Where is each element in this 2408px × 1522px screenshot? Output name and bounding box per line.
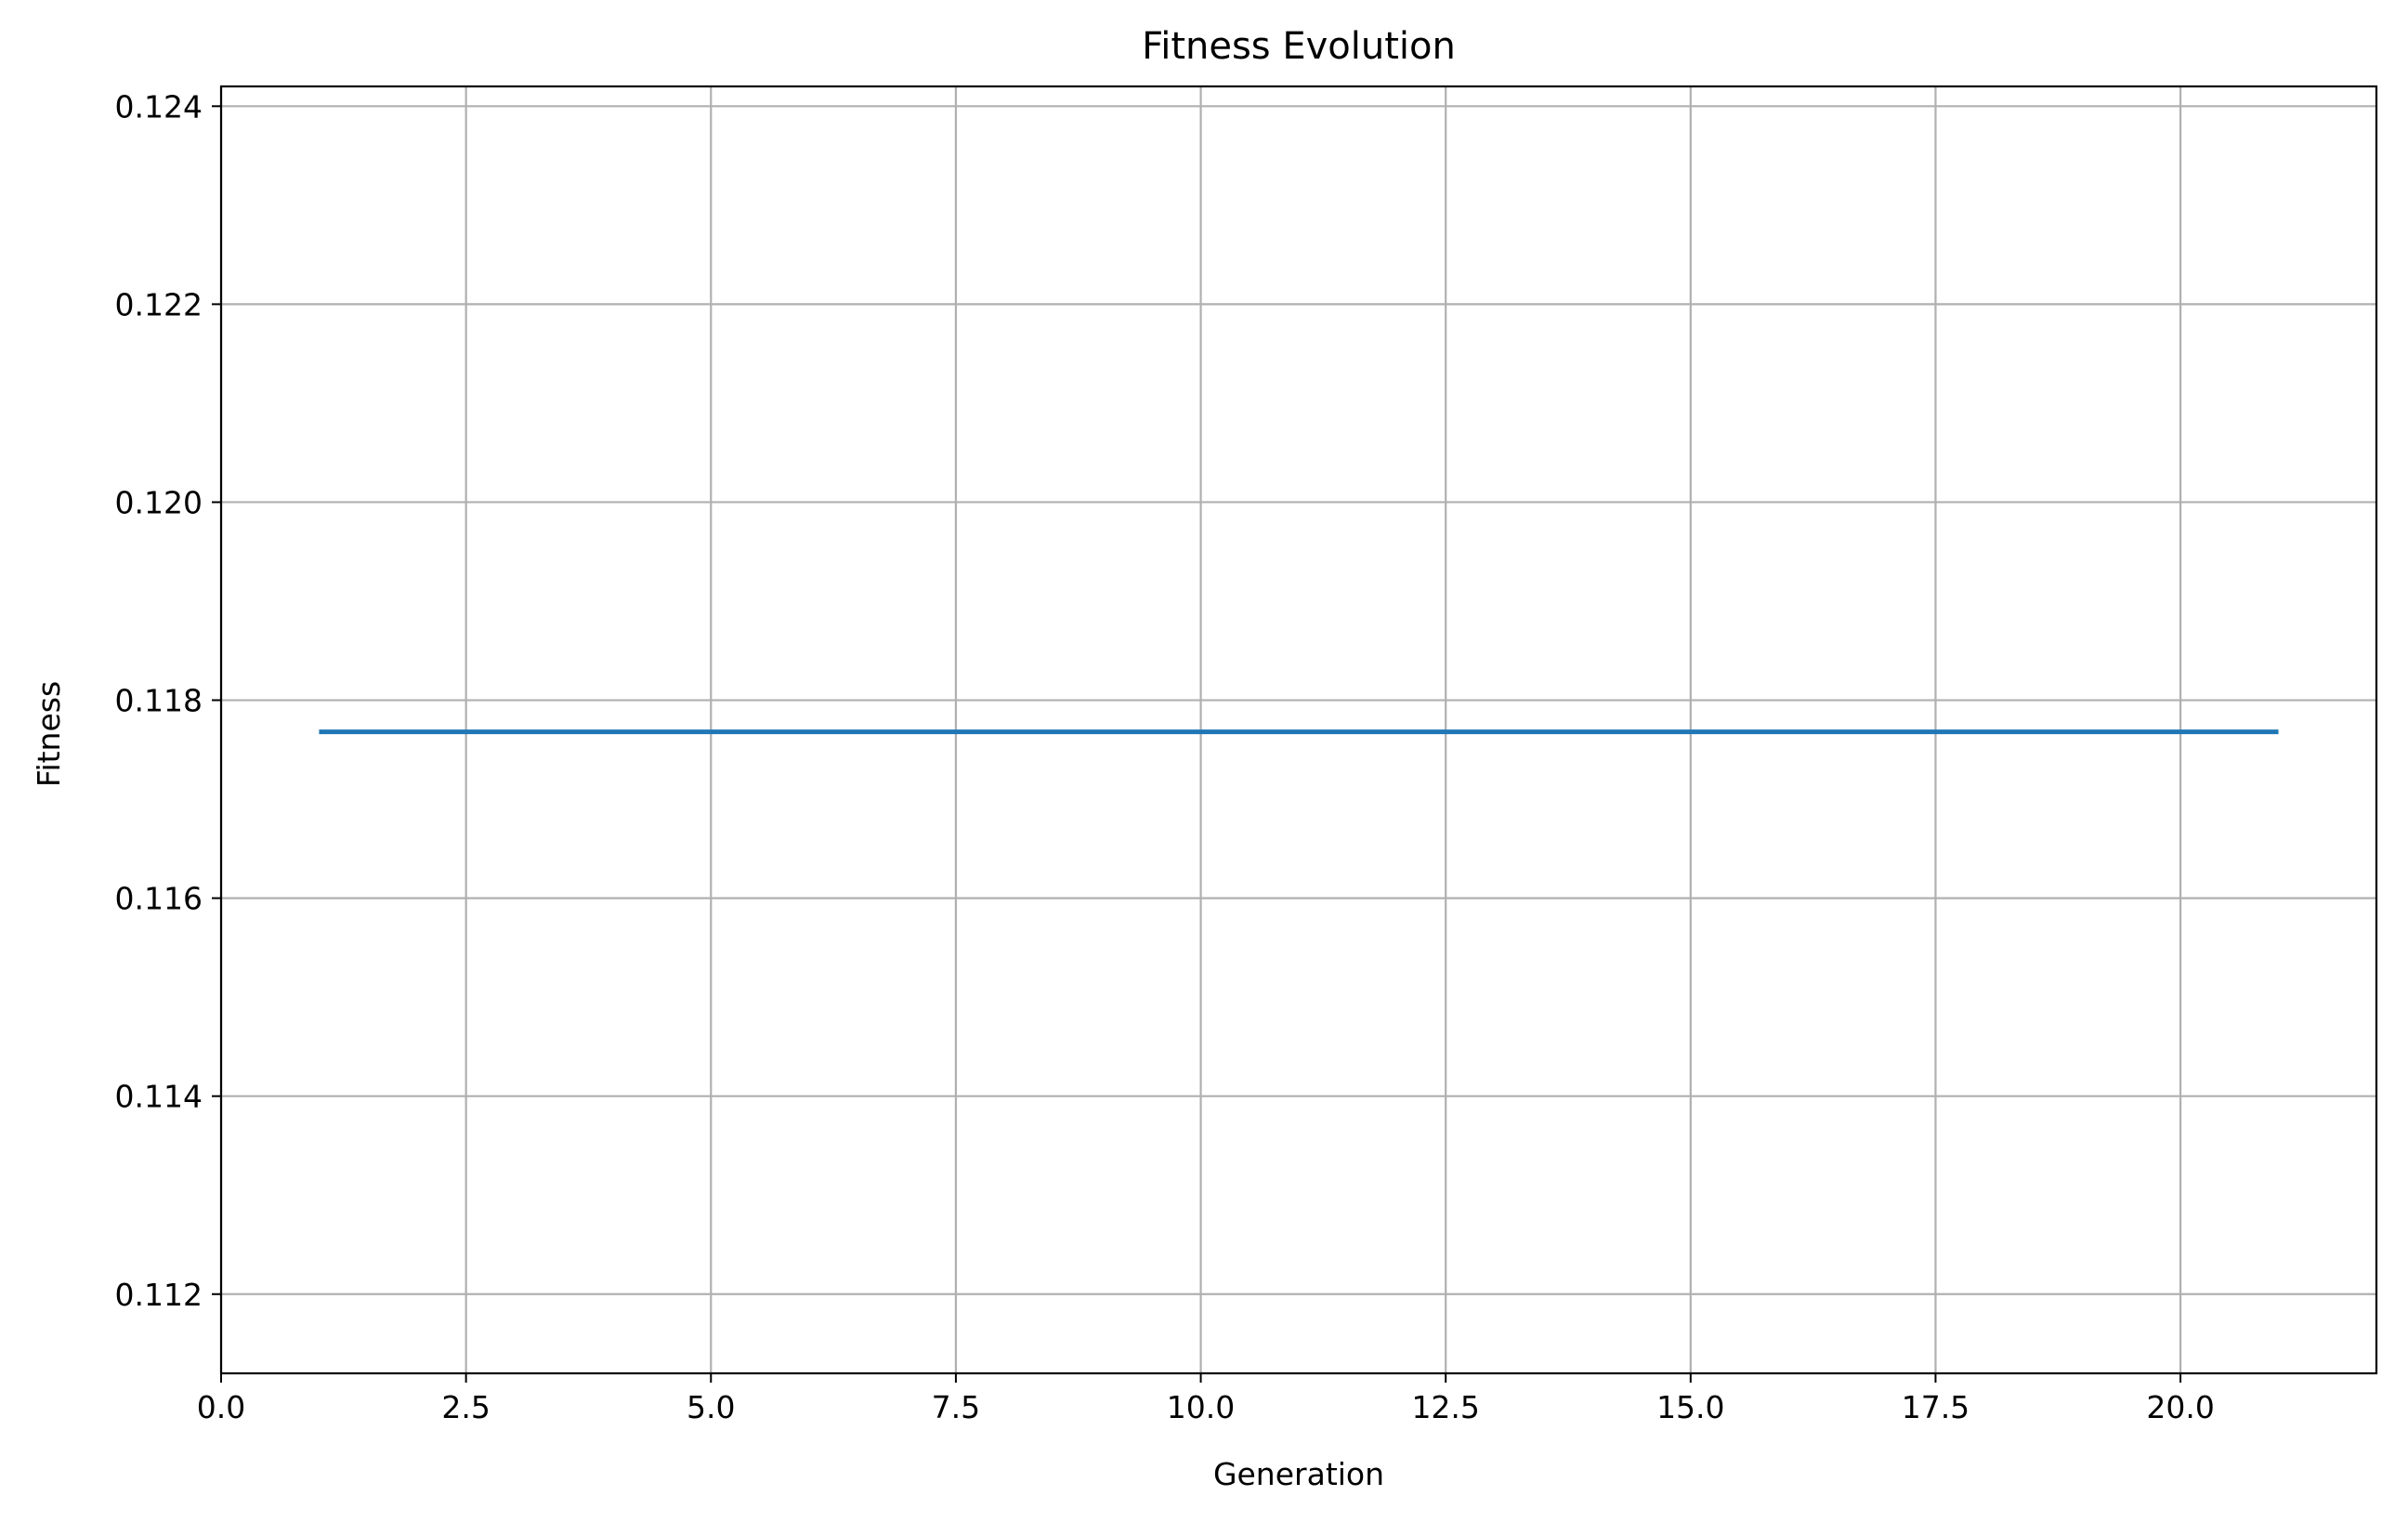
chart-title: Fitness Evolution bbox=[1142, 25, 1456, 68]
y-tick-label: 0.124 bbox=[115, 88, 203, 125]
x-tick-label: 0.0 bbox=[197, 1389, 245, 1425]
y-axis-ticks: 0.112 0.114 0.116 0.118 0.120 0.122 0.124 bbox=[115, 88, 221, 1313]
y-axis-label: Fitness bbox=[31, 681, 67, 787]
x-tick-label: 20.0 bbox=[2146, 1389, 2214, 1425]
x-tick-label: 10.0 bbox=[1167, 1389, 1235, 1425]
y-tick-label: 0.122 bbox=[115, 286, 203, 322]
y-tick-label: 0.120 bbox=[115, 484, 203, 520]
y-tick-label: 0.114 bbox=[115, 1079, 203, 1115]
x-tick-label: 17.5 bbox=[1902, 1389, 1970, 1425]
x-axis-label: Generation bbox=[1213, 1456, 1384, 1492]
x-axis-ticks: 0.0 2.5 5.0 7.5 10.0 12.5 15.0 17.5 20.0 bbox=[197, 1373, 2215, 1425]
grid-lines bbox=[219, 86, 2376, 1373]
x-tick-label: 15.0 bbox=[1656, 1389, 1724, 1425]
axes-frame bbox=[219, 85, 2378, 1375]
y-tick-label: 0.116 bbox=[115, 881, 203, 917]
x-tick-label: 7.5 bbox=[932, 1389, 980, 1425]
y-tick-label: 0.112 bbox=[115, 1277, 203, 1313]
x-tick-label: 5.0 bbox=[687, 1389, 735, 1425]
y-tick-label: 0.118 bbox=[115, 683, 203, 719]
x-tick-label: 2.5 bbox=[441, 1389, 490, 1425]
x-tick-label: 12.5 bbox=[1411, 1389, 1479, 1425]
